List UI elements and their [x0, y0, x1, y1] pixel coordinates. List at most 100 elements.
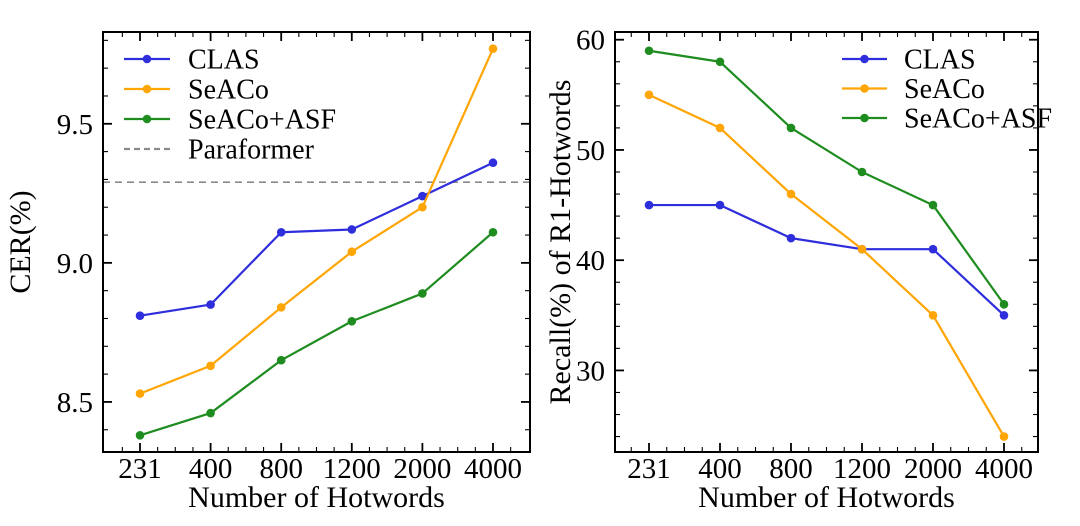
y-tick-label: 30	[576, 355, 605, 387]
legend-label: CLAS	[188, 45, 260, 76]
legend-item-seaco: SeACo	[124, 75, 269, 106]
y-tick-label: 60	[576, 25, 605, 57]
legend-label: CLAS	[904, 45, 976, 76]
y-tick-labels: 8.5 9.0 9.5	[57, 109, 93, 419]
data-point	[928, 244, 938, 254]
plot-border	[614, 31, 1039, 453]
y-axis-label: CER(%)	[4, 190, 37, 293]
data-point	[488, 227, 498, 237]
data-point	[418, 202, 427, 212]
data-point	[715, 57, 725, 67]
data-point	[715, 200, 725, 210]
series-line	[648, 93, 1005, 438]
series-line	[649, 203, 1005, 317]
series-line	[139, 231, 494, 437]
x-tick-label: 400	[189, 453, 233, 485]
data-point	[786, 123, 796, 133]
y-tick-label: 50	[576, 135, 605, 167]
x-tick-label: 800	[259, 453, 303, 485]
data-point	[276, 355, 286, 365]
x-tick-label: 4000	[975, 453, 1033, 485]
x-tick-label: 231	[627, 453, 671, 485]
data-point	[644, 46, 654, 56]
data-point	[644, 90, 654, 100]
legend-item-paraformer: Paraformer	[124, 135, 315, 166]
data-point	[135, 431, 145, 440]
data-point	[928, 200, 938, 210]
x-tick-labels: 231 400 800 1200 2000 4000	[118, 453, 522, 485]
legend-item-seaco-asf: SeACo+ASF	[842, 104, 1052, 135]
data-point	[928, 311, 938, 320]
legend-marker	[860, 113, 869, 123]
data-point	[488, 158, 498, 168]
data-point	[644, 200, 654, 210]
axis-ticks	[615, 32, 1038, 452]
series-seaco	[644, 90, 1009, 441]
legend-item-clas: CLAS	[124, 45, 260, 76]
series-seaco	[135, 44, 498, 398]
x-tick-label: 400	[698, 453, 742, 485]
data-point	[276, 227, 286, 237]
series-line	[648, 49, 1005, 305]
legend-label: SeACo+ASF	[188, 105, 336, 136]
legend-label: Paraformer	[188, 135, 315, 166]
series-seaco-asf	[644, 46, 1009, 309]
x-tick-label: 800	[769, 453, 813, 485]
data-point	[347, 247, 357, 257]
x-axis-label: Number of Hotwords	[698, 481, 955, 514]
data-point	[206, 408, 215, 418]
data-point	[276, 303, 286, 312]
series-clas	[644, 200, 1009, 320]
legend-item-seaco-asf: SeACo+ASF	[124, 105, 336, 136]
data-point	[347, 225, 357, 234]
data-point	[135, 311, 145, 321]
data-point	[999, 299, 1009, 309]
data-point	[786, 233, 796, 243]
legend-marker	[860, 54, 869, 64]
axis-ticks	[103, 32, 530, 452]
data-point	[206, 300, 215, 309]
legend-marker	[860, 84, 869, 93]
y-tick-labels: 30 40 50 60	[576, 25, 605, 388]
y-tick-label: 8.5	[57, 387, 93, 419]
x-axis-label: Number of Hotwords	[188, 481, 445, 514]
data-point	[206, 361, 215, 371]
legend-label: SeACo	[188, 75, 269, 106]
x-tick-label: 1200	[833, 453, 891, 485]
legend-marker	[142, 114, 152, 124]
series-line	[139, 48, 495, 395]
data-point	[786, 189, 796, 199]
y-axis-label: Recall(%) of R1-Hotwords	[544, 80, 577, 405]
x-tick-label: 1200	[323, 453, 381, 485]
cer-chart: 231 400 800 1200 2000 4000 8.5 9.0 9.5 Number of …	[4, 31, 531, 514]
legend-label: SeACo+ASF	[904, 104, 1052, 135]
y-tick-label: 9.0	[57, 248, 93, 280]
data-point	[715, 123, 725, 133]
data-point	[135, 389, 145, 398]
x-tick-labels: 231 400 800 1200 2000 4000	[627, 453, 1033, 485]
series-seaco-asf	[135, 227, 498, 440]
legend-marker	[142, 84, 152, 94]
x-tick-label: 2000	[904, 453, 962, 485]
legend-label: SeACo	[904, 74, 985, 105]
data-point	[347, 316, 357, 326]
plot-border	[102, 31, 531, 453]
x-tick-label: 4000	[464, 453, 522, 485]
data-point	[857, 167, 867, 177]
series-line	[139, 161, 494, 317]
series-clas	[135, 158, 498, 321]
x-tick-label: 2000	[393, 453, 451, 485]
axis-minor-ticks	[103, 32, 530, 452]
data-point	[857, 244, 867, 254]
data-point	[418, 289, 427, 298]
x-tick-label: 231	[118, 453, 162, 485]
data-point	[418, 191, 427, 201]
data-point	[488, 44, 498, 53]
legend-item-seaco: SeACo	[842, 74, 985, 105]
data-point	[999, 311, 1009, 320]
recall-chart: 231 400 800 1200 2000 4000 30 40 50 60 Number of H…	[544, 25, 1052, 514]
data-point	[999, 432, 1009, 441]
